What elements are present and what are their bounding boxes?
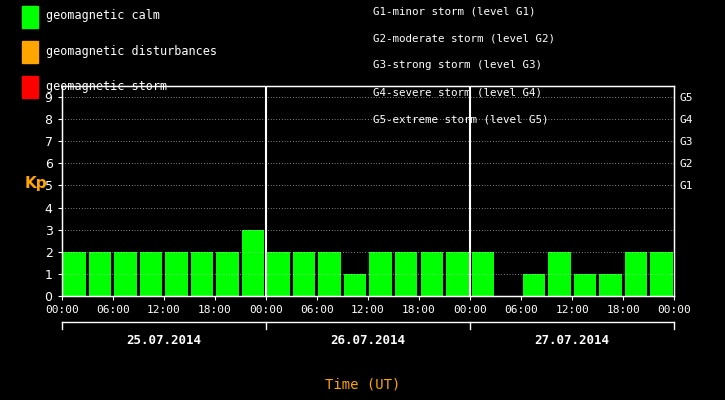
Bar bbox=[625, 252, 647, 296]
Bar bbox=[191, 252, 213, 296]
Text: geomagnetic disturbances: geomagnetic disturbances bbox=[46, 44, 218, 58]
Bar bbox=[599, 274, 621, 296]
Text: G4-severe storm (level G4): G4-severe storm (level G4) bbox=[373, 88, 542, 98]
Bar bbox=[395, 252, 418, 296]
Bar bbox=[140, 252, 162, 296]
Text: Time (UT): Time (UT) bbox=[325, 378, 400, 392]
Bar bbox=[115, 252, 137, 296]
Bar bbox=[216, 252, 239, 296]
Bar bbox=[242, 230, 265, 296]
Text: G2-moderate storm (level G2): G2-moderate storm (level G2) bbox=[373, 33, 555, 43]
Y-axis label: Kp: Kp bbox=[25, 176, 47, 191]
Text: geomagnetic calm: geomagnetic calm bbox=[46, 9, 160, 22]
Bar bbox=[573, 274, 596, 296]
Text: 26.07.2014: 26.07.2014 bbox=[331, 334, 405, 347]
Text: 27.07.2014: 27.07.2014 bbox=[534, 334, 610, 347]
Text: G3-strong storm (level G3): G3-strong storm (level G3) bbox=[373, 60, 542, 70]
Bar bbox=[268, 252, 290, 296]
Text: G5-extreme storm (level G5): G5-extreme storm (level G5) bbox=[373, 115, 549, 125]
Bar bbox=[63, 252, 86, 296]
Bar bbox=[471, 252, 494, 296]
Bar bbox=[293, 252, 315, 296]
Bar bbox=[344, 274, 366, 296]
Text: geomagnetic storm: geomagnetic storm bbox=[46, 80, 167, 93]
Bar bbox=[446, 252, 468, 296]
Text: 25.07.2014: 25.07.2014 bbox=[126, 334, 202, 347]
Text: G1-minor storm (level G1): G1-minor storm (level G1) bbox=[373, 6, 536, 16]
Bar bbox=[420, 252, 443, 296]
Bar bbox=[523, 274, 545, 296]
Bar bbox=[318, 252, 341, 296]
Bar bbox=[88, 252, 111, 296]
Bar bbox=[370, 252, 392, 296]
Bar bbox=[650, 252, 673, 296]
Bar bbox=[165, 252, 188, 296]
Bar bbox=[548, 252, 571, 296]
